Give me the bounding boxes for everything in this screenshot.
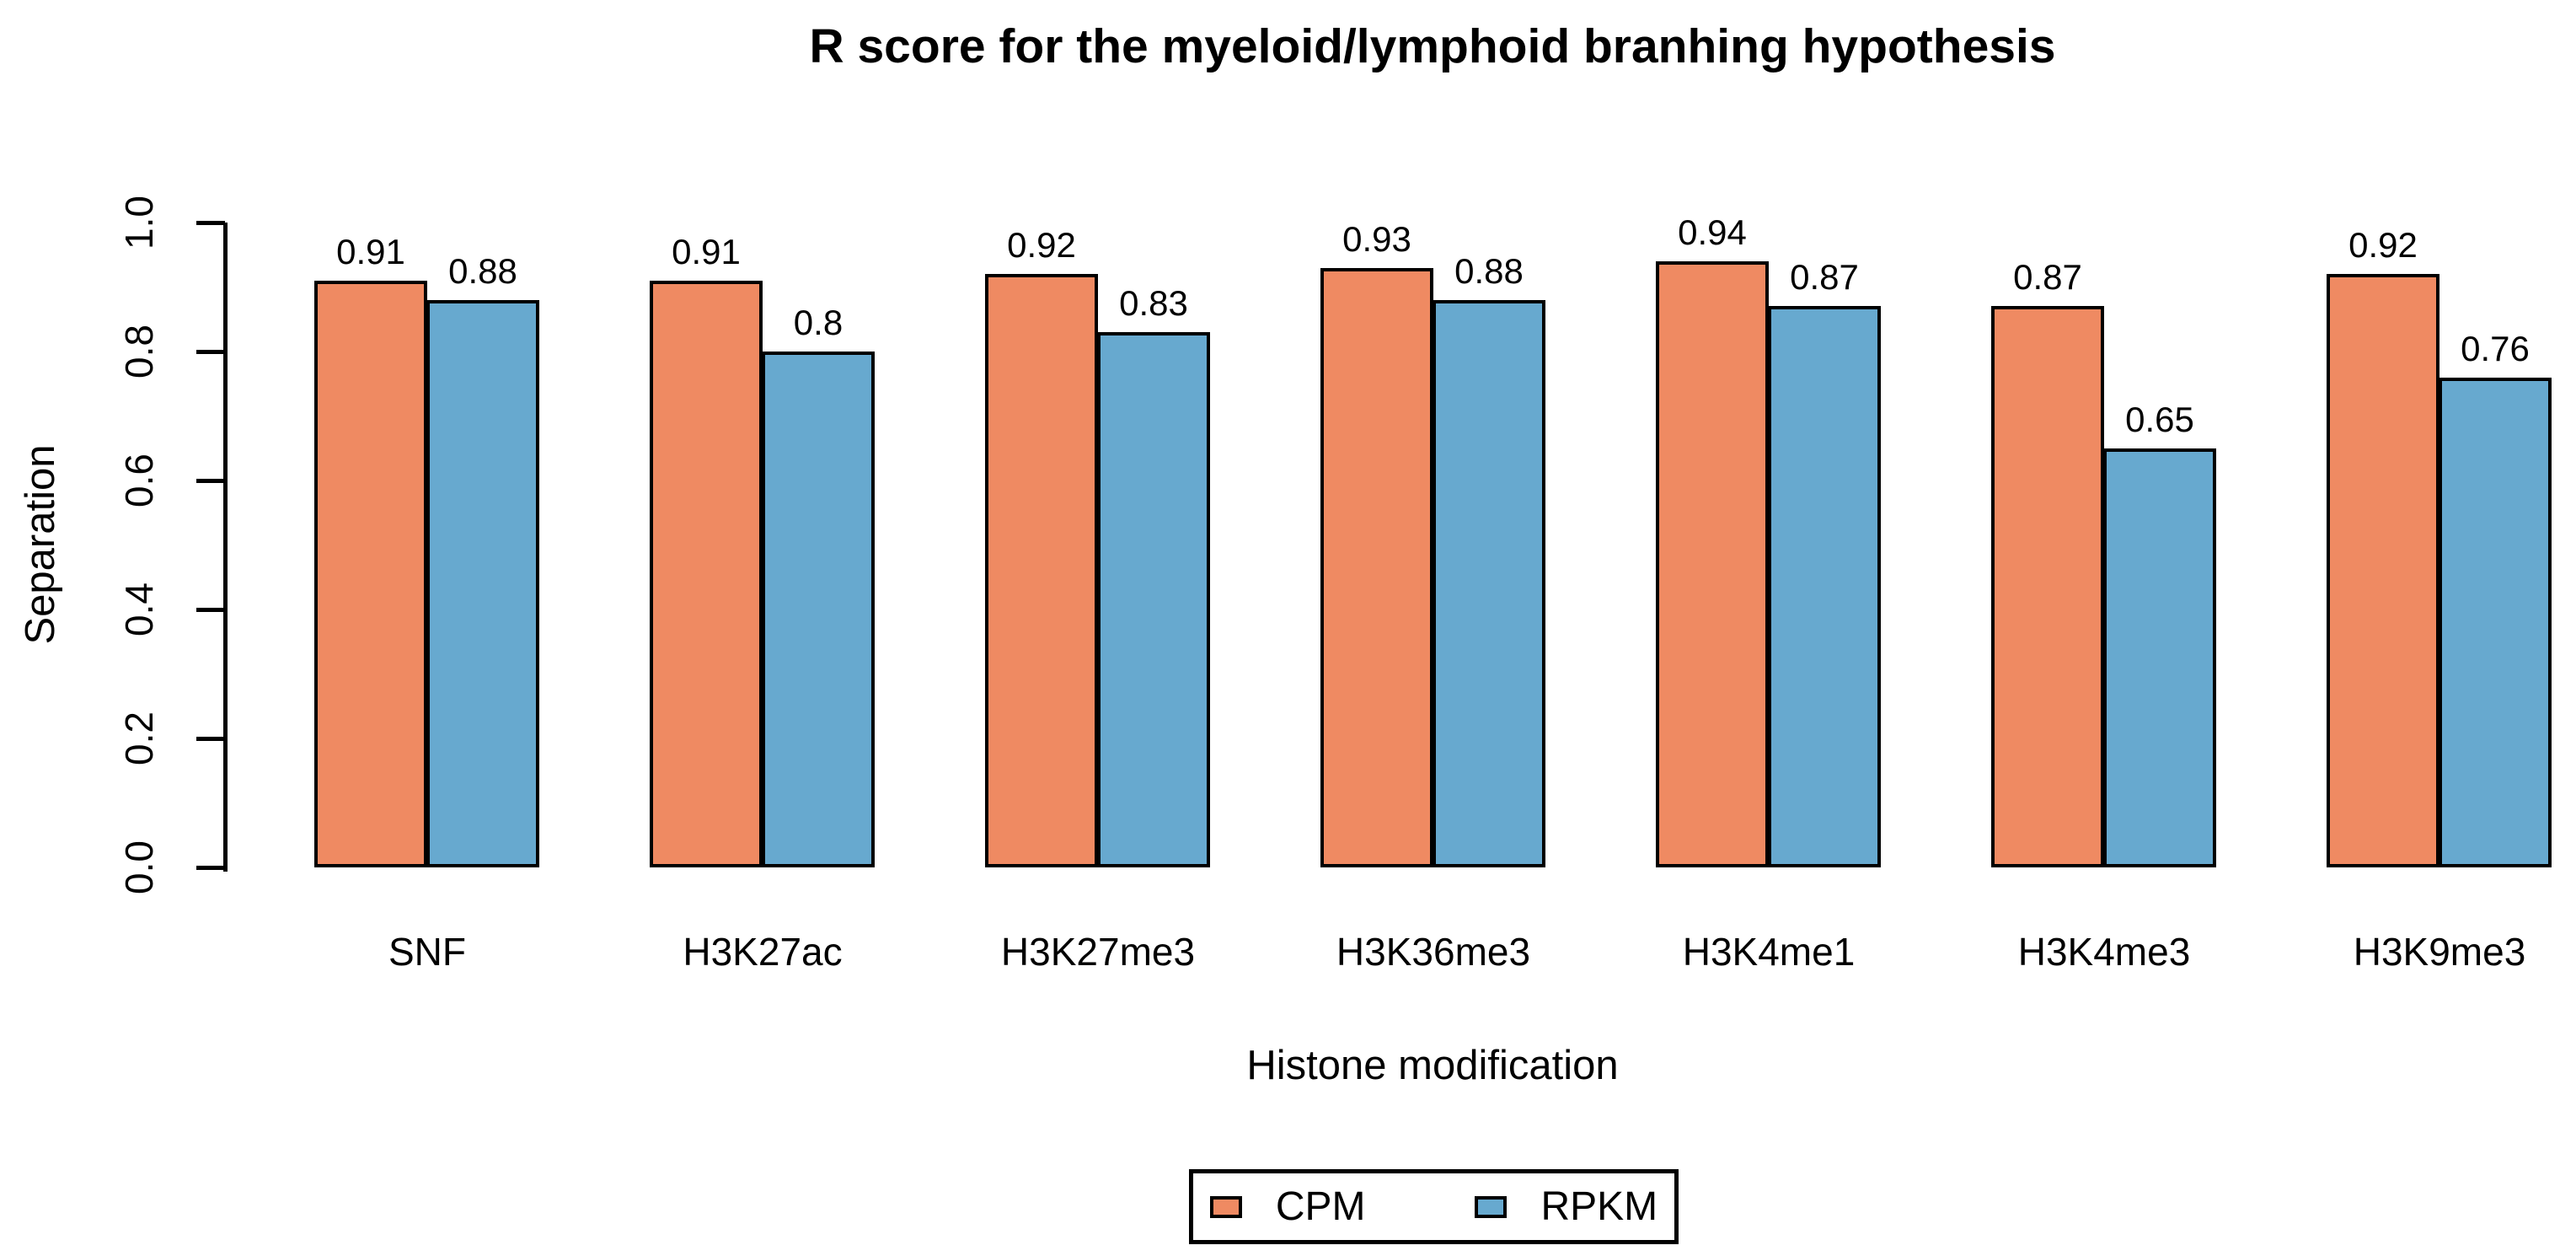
bar-value-label: 0.87 [1790, 257, 1859, 297]
x-tick-label-h3k9me3: H3K9me3 [2353, 930, 2526, 974]
bar-cpm-h3k9me3 [2327, 274, 2439, 867]
bar-value-label: 0.91 [336, 232, 405, 271]
bar-rpkm-snf [426, 300, 539, 867]
legend-entry-rpkm: RPKM [1475, 1184, 1658, 1230]
x-tick-label-h3k27me3: H3K27me3 [1000, 930, 1196, 974]
legend-label-rpkm: RPKM [1540, 1184, 1658, 1229]
y-axis-tick [196, 478, 225, 483]
bar-rpkm-h3k4me3 [2103, 448, 2216, 867]
y-axis-tick [196, 865, 225, 870]
y-axis-tick [196, 607, 225, 612]
bar-value-label: 0.87 [2013, 257, 2082, 297]
bar-value-label: 0.65 [2125, 400, 2194, 439]
bar-value-label: 0.8 [793, 303, 843, 342]
chart-title: R score for the myeloid/lymphoid branhin… [809, 19, 2056, 73]
y-axis-line [223, 223, 228, 872]
bar-value-label: 0.91 [672, 232, 741, 271]
bar-value-label: 0.92 [2348, 225, 2418, 265]
y-axis-tick [196, 349, 225, 354]
bar-cpm-h3k4me3 [1991, 306, 2104, 867]
bar-rpkm-h3k4me1 [1768, 306, 1881, 867]
legend: CPM RPKM [1189, 1169, 1679, 1244]
bar-cpm-h3k36me3 [1320, 268, 1433, 867]
x-tick-label-h3k4me1: H3K4me1 [1682, 930, 1856, 974]
rpkm-swatch-icon [1475, 1195, 1508, 1218]
bar-cpm-h3k27me3 [985, 274, 1098, 867]
bar-value-label: 0.94 [1678, 212, 1747, 252]
x-tick-label-snf: SNF [388, 930, 466, 974]
legend-entry-cpm: CPM [1209, 1184, 1366, 1230]
bar-rpkm-h3k27me3 [1097, 332, 1210, 867]
bar-rpkm-h3k9me3 [2439, 378, 2552, 867]
bar-cpm-h3k27ac [650, 281, 763, 867]
bar-rpkm-h3k36me3 [1433, 300, 1545, 867]
bar-cpm-h3k4me1 [1656, 261, 1769, 867]
bar-value-label: 0.88 [1454, 251, 1524, 291]
bar-value-label: 0.92 [1007, 225, 1076, 265]
y-axis-tick [196, 220, 225, 225]
x-axis-title: Histone modification [1246, 1043, 1619, 1088]
bar-value-label: 0.76 [2461, 329, 2530, 368]
bar-value-label: 0.93 [1342, 219, 1411, 259]
bar-cpm-snf [314, 281, 427, 867]
y-axis-title: Separation [18, 444, 63, 645]
cpm-swatch-icon [1209, 1195, 1242, 1218]
y-tick-label: 1.0 [117, 196, 161, 250]
legend-label-cpm: CPM [1275, 1184, 1366, 1229]
x-tick-label-h3k4me3: H3K4me3 [2017, 930, 2191, 974]
bar-value-label: 0.83 [1119, 283, 1188, 323]
x-tick-label-h3k27ac: H3K27ac [683, 930, 843, 974]
x-tick-label-h3k36me3: H3K36me3 [1336, 930, 1531, 974]
bar-value-label: 0.88 [448, 251, 517, 291]
bar-rpkm-h3k27ac [762, 352, 875, 867]
y-axis-tick [196, 736, 225, 741]
